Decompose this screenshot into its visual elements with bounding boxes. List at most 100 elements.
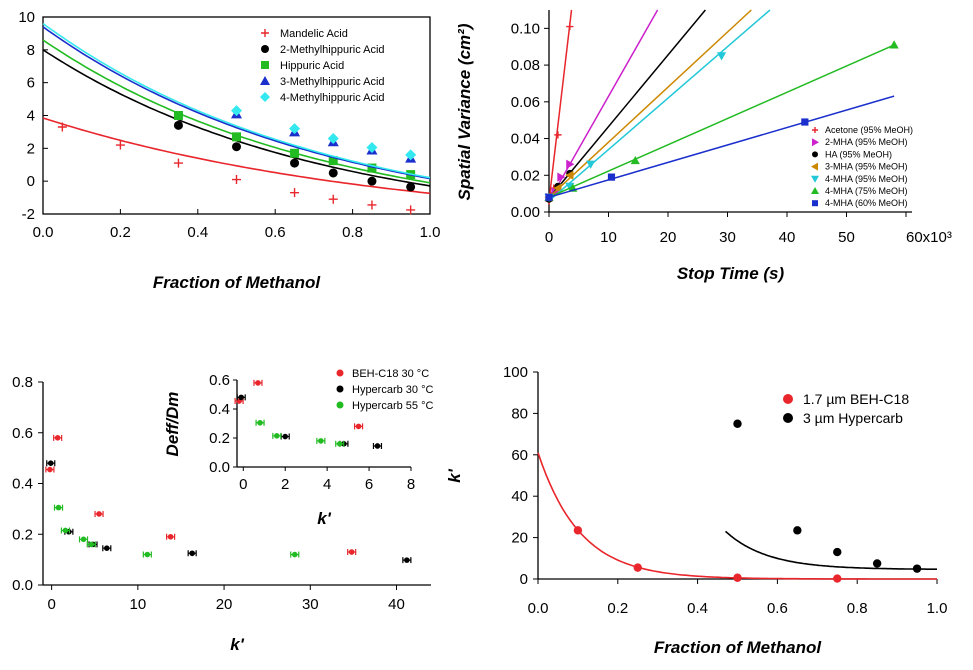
inset-x-tick-label: 0 [239,476,247,493]
data-point-6 [801,118,809,126]
inset-data-point-2 [336,441,343,447]
legend-marker-4 [260,92,270,102]
data-point-1 [47,460,54,467]
data-point-2 [173,111,183,120]
data-point-1 [833,547,842,557]
inset-x-tick-label: 8 [407,476,415,493]
data-point-0 [554,131,562,139]
legend-label-3: 3-MHA (95% MeOH) [825,162,908,172]
y-tick-label: 0.04 [511,131,540,148]
data-point-0 [348,549,355,555]
legend-label-1: 2-Methylhippuric Acid [280,44,385,56]
data-point-2 [80,536,87,543]
inset-x-tick-label: 4 [323,476,331,493]
data-point-2 [367,163,377,173]
data-point-1 [173,120,183,130]
legend-label-0: BEH-C18 30 °C [352,368,429,380]
x-axis-label: Stop Time (s) [677,264,785,283]
x-tick-label: 0 [47,596,55,613]
data-point-2 [290,148,300,158]
data-point-4 [716,52,727,61]
legend-marker-3 [260,76,270,85]
y-tick-label: 0.08 [511,57,540,74]
data-point-0 [406,205,416,215]
data-point-0 [633,563,642,572]
panel-top-left: 0.0 0.2 0.4 0.6 0.8 1.0 -2 0 2 4 6 8 10 Fraction of M… [18,9,440,292]
data-point-0 [47,466,53,473]
x-tick-label: 0.8 [342,224,363,241]
legend-marker-1 [812,138,819,147]
inset-data-point-2 [257,419,263,426]
data-point-4 [366,142,378,154]
inset-y-tick-label: 0.4 [209,401,230,418]
y-tick-label: 0.0 [12,577,33,594]
data-point-4 [327,132,339,144]
data-point-3 [553,183,562,193]
legend-label-6: 4-MHA (60% MeOH) [825,198,908,208]
data-point-1 [793,526,802,535]
data-point-1 [189,550,195,557]
x-tick-label: 0.2 [110,224,131,241]
x-tick-label: 0.0 [33,224,54,241]
x-tick-label: 0.2 [607,600,628,617]
legend-marker-1 [336,385,344,393]
legend-marker-0 [336,369,344,377]
legend-label-2: HA (95% MeOH) [825,149,892,159]
fit-line-1 [724,530,937,570]
data-point-0 [573,526,583,535]
inset-chart: 0 2 4 6 8 0.0 0.2 0.4 0.6 k' Deff/Dm [163,372,415,528]
legend-marker-0 [261,29,269,37]
legend-label-2: Hypercarb 55 °C [352,400,433,412]
legend-label-1: 2-MHA (95% MeOH) [825,137,908,147]
x-tick-label: 0.4 [187,224,208,241]
inset-y-axis-label: Deff/Dm [163,392,182,457]
y-tick-label: 60 [511,447,528,464]
inset-y-tick-label: 0.6 [209,372,230,389]
fit-line-0 [548,9,573,202]
y-tick-label: 0.4 [12,476,33,493]
legend-marker-5 [811,187,819,194]
y-tick-label: 80 [511,405,528,422]
y-axis-label: k' [445,468,464,482]
data-point-5 [889,40,899,49]
legend-marker-2 [812,151,818,158]
data-point-2 [291,551,298,558]
data-point-0 [232,175,241,185]
data-point-1 [912,564,922,573]
x-tick-label: 40 [779,229,796,246]
x-axis-label: Fraction of Methanol [153,273,321,292]
x-tick-label: 0.6 [767,600,788,617]
data-point-1 [566,159,575,169]
inset-data-point-0 [355,423,362,430]
y-tick-label: 40 [511,488,528,505]
y-tick-label: 2 [27,140,35,157]
y-tick-label: 0.8 [12,374,33,391]
data-point-1 [557,172,566,182]
data-point-0 [167,533,174,540]
y-tick-label: -2 [22,206,35,223]
x-tick-label: 10 [600,229,617,246]
data-point-0 [367,200,377,210]
y-tick-label: 0.6 [12,425,33,442]
data-point-4 [405,149,417,161]
data-point-0 [57,122,67,132]
y-tick-label: 0.10 [511,20,540,37]
data-point-2 [88,541,95,548]
fit-line-0 [42,117,431,195]
inset-data-point-1 [374,443,381,449]
x-tick-label: 1.0 [927,600,948,617]
x-tick-label: 0 [545,229,553,246]
data-point-6 [545,193,553,201]
x-tick-label: 0.0 [528,600,549,617]
y-tick-label: 6 [27,75,35,92]
x-tick-label: 20 [216,596,233,613]
data-point-1 [328,168,338,178]
inset-x-axis-label: k' [317,509,331,528]
data-point-0 [54,435,61,441]
fit-line-4 [548,9,771,202]
y-tick-label: 8 [27,42,35,59]
legend-label-4: 4-Methylhippuric Acid [280,92,385,104]
y-tick-label: 0 [520,571,528,588]
x-tick-label: 10 [130,596,147,613]
